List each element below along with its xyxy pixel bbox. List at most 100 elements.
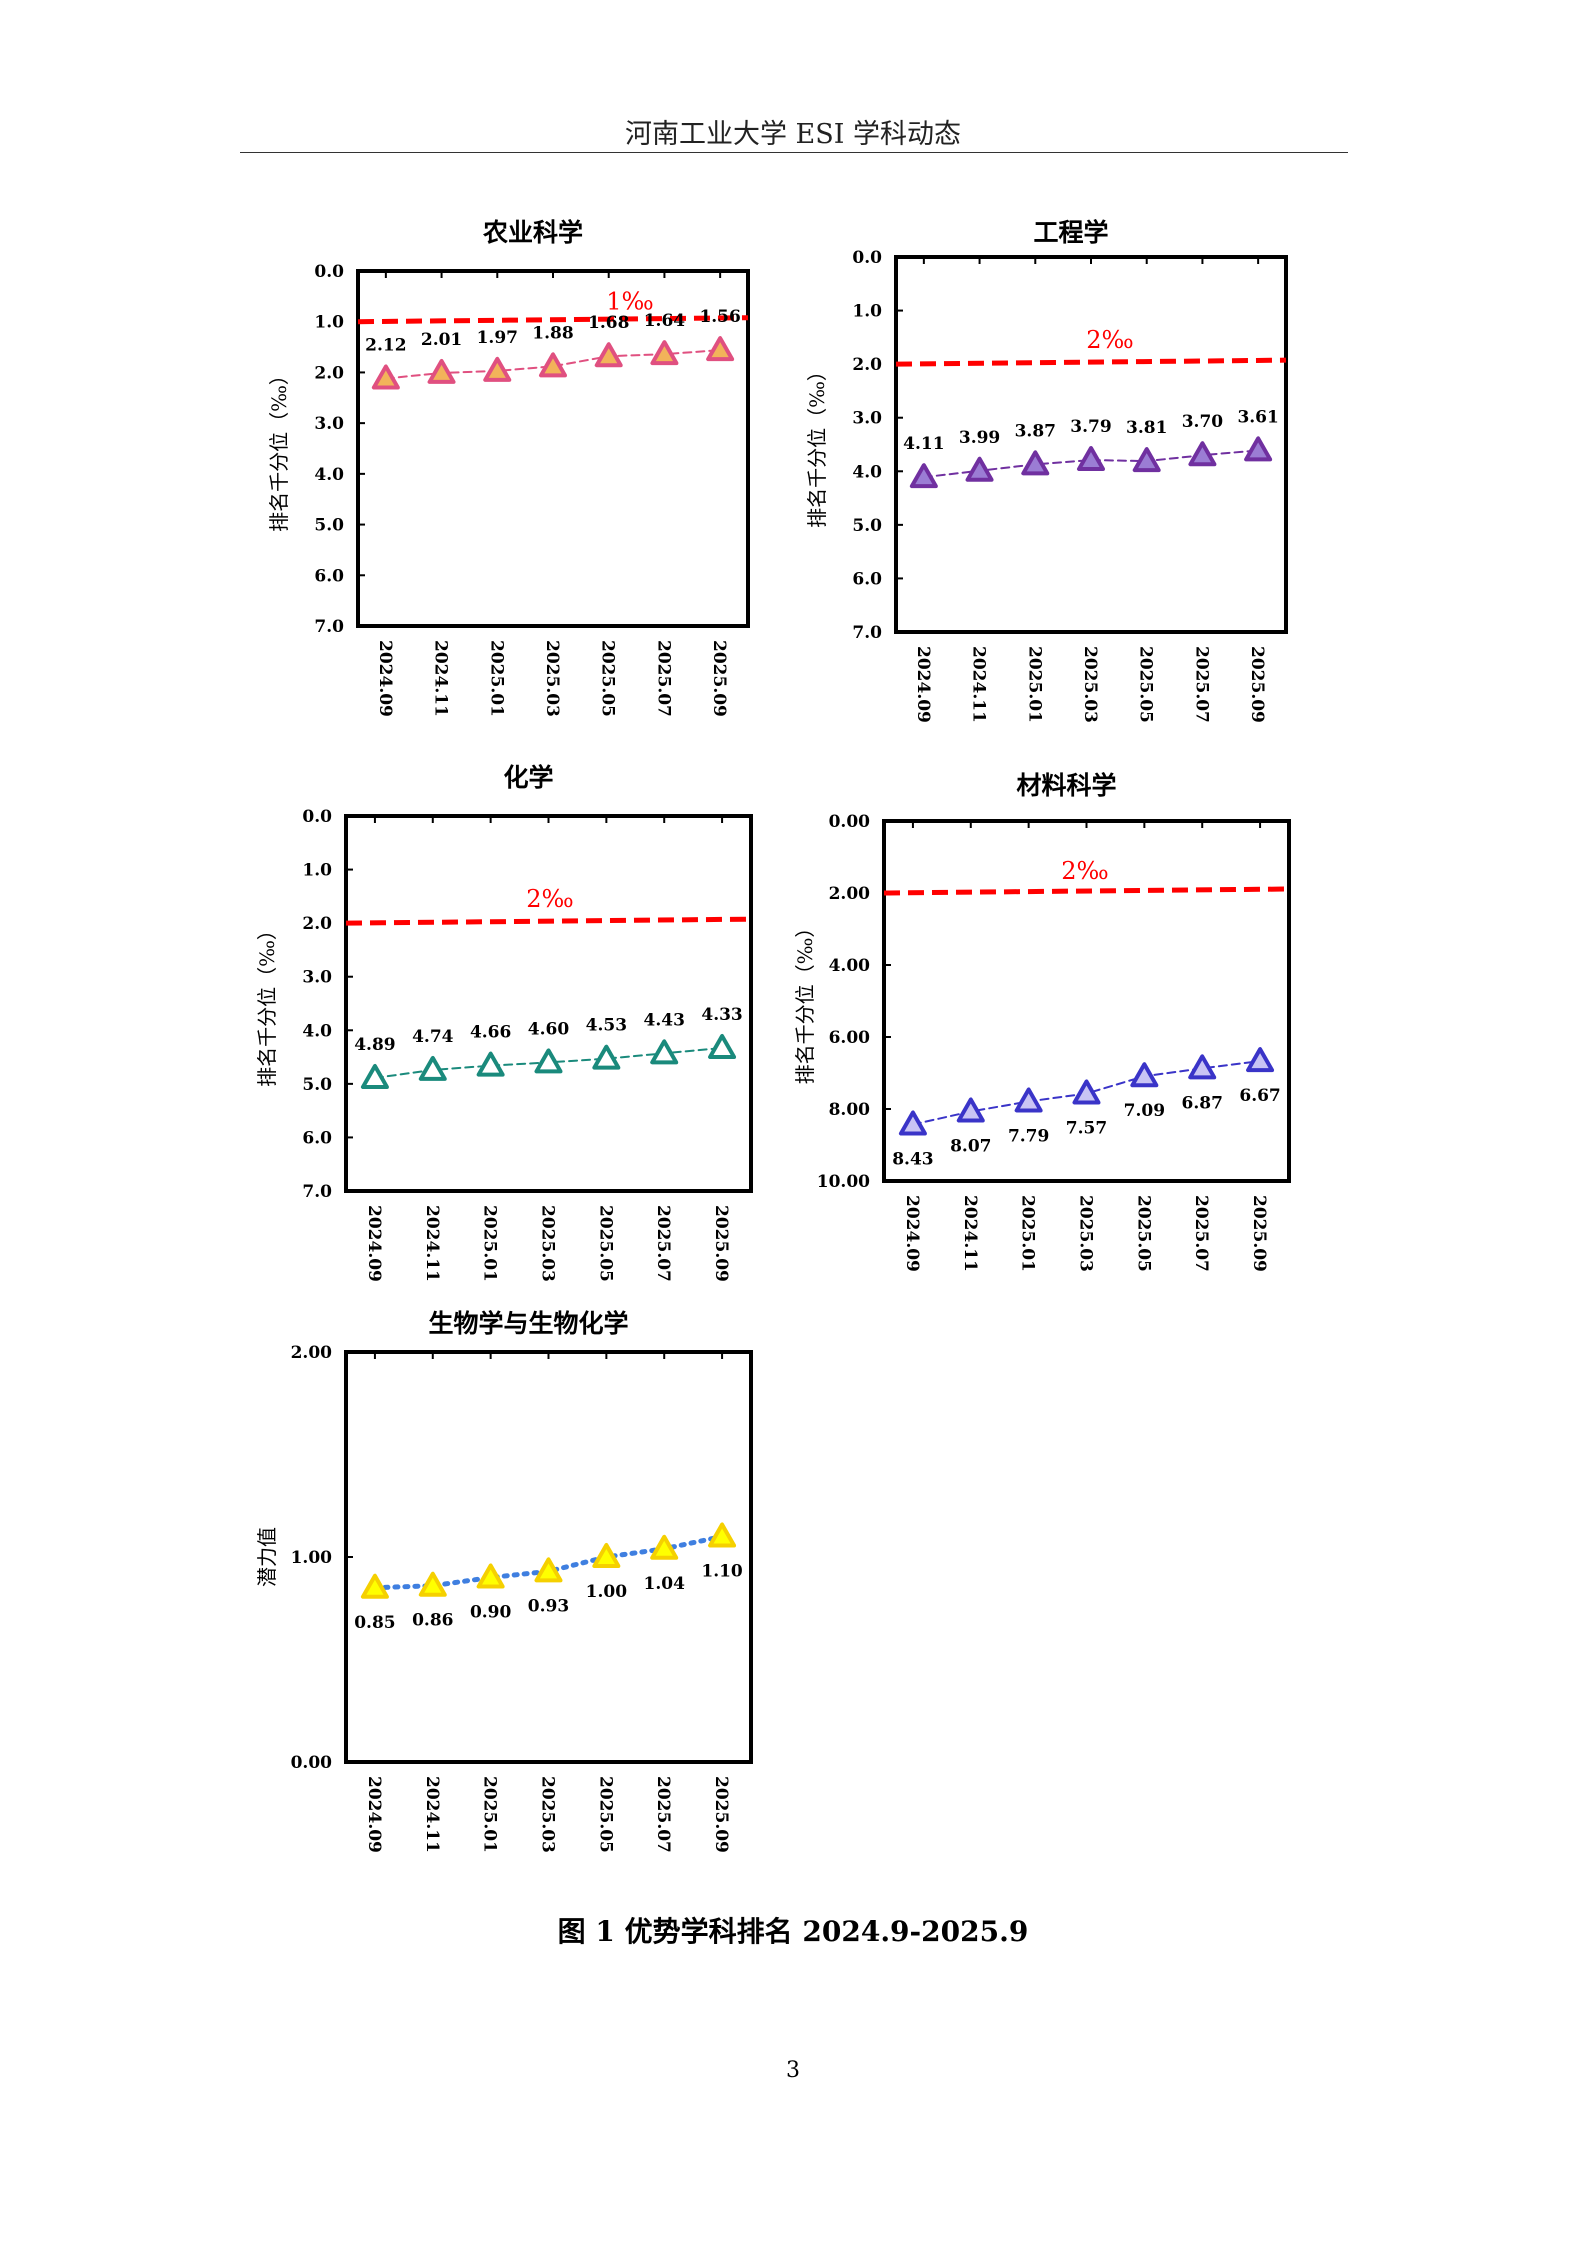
data-point-marker <box>909 463 938 489</box>
threshold-line <box>357 315 749 325</box>
x-tick-label: 2025.09 <box>1249 1195 1269 1272</box>
x-tick-label: 2024.09 <box>913 646 933 723</box>
y-tick-label: 6.0 <box>314 566 344 586</box>
data-point-marker <box>1246 1047 1275 1073</box>
data-point-marker <box>534 1557 563 1583</box>
figure-caption: 图 1 优势学科排名 2024.9-2025.9 <box>557 1915 1029 1948</box>
y-tick-label: 2.0 <box>852 355 882 375</box>
x-tick-label: 2025.05 <box>1133 1195 1153 1272</box>
x-tick-label: 2025.03 <box>538 1205 558 1282</box>
data-point-marker <box>1188 441 1217 467</box>
data-point-marker <box>956 1097 985 1123</box>
x-tick-label: 2025.01 <box>486 640 506 717</box>
data-point-marker <box>1130 1062 1159 1088</box>
data-point-marker <box>360 1063 389 1089</box>
x-tick-label: 2025.07 <box>653 1776 673 1853</box>
y-tick-label: 5.0 <box>302 1075 332 1095</box>
y-axis-label: 排名千分位（‰） <box>805 361 829 528</box>
data-point-marker <box>483 356 512 382</box>
y-tick-label: 2.00 <box>829 884 871 904</box>
data-point-marker <box>1014 1087 1043 1113</box>
y-tick-label: 0.0 <box>314 262 344 282</box>
data-point-marker <box>594 342 623 368</box>
y-tick-label: 1.0 <box>852 302 882 322</box>
data-label: 1.97 <box>477 328 518 348</box>
data-label: 4.60 <box>528 1019 570 1039</box>
data-point-marker <box>427 358 456 384</box>
chart-chemistry: 化学 0.0 1.0 2.0 3.0 4.0 5.0 6.0 7.0 2024.09 2024.11… <box>255 763 753 1282</box>
y-tick-label: 3.0 <box>852 409 882 429</box>
y-tick-label: 0.00 <box>829 812 871 832</box>
data-point-marker <box>1072 1079 1101 1105</box>
x-tick-label: 2025.01 <box>1018 1195 1038 1272</box>
data-point-marker <box>965 456 994 482</box>
data-point-marker <box>650 340 679 366</box>
data-label: 4.11 <box>903 434 944 454</box>
x-tick-label: 2025.05 <box>598 640 618 717</box>
data-point-marker <box>1188 1054 1217 1080</box>
data-label: 3.61 <box>1237 407 1278 427</box>
data-label: 4.74 <box>412 1027 454 1047</box>
chart-title: 农业科学 <box>482 218 583 247</box>
y-tick-label: 2.00 <box>291 1343 333 1363</box>
data-label: 4.66 <box>470 1023 511 1043</box>
threshold-line <box>883 886 1290 896</box>
x-tick-label: 2025.07 <box>1191 646 1211 723</box>
data-point-marker <box>1244 436 1273 462</box>
data-point-marker <box>476 1563 505 1589</box>
y-tick-label: 4.0 <box>314 465 344 485</box>
data-label: 4.33 <box>701 1005 742 1025</box>
plot-frame <box>894 255 1288 634</box>
threshold-line <box>345 916 752 926</box>
threshold-label: 1‰ <box>606 288 653 316</box>
x-tick-label: 2025.01 <box>480 1776 500 1853</box>
data-label: 1.88 <box>532 323 573 343</box>
x-tick-label: 2024.11 <box>422 1205 442 1282</box>
y-tick-label: 3.0 <box>302 968 332 988</box>
data-point-marker <box>1077 446 1105 472</box>
data-label: 3.81 <box>1126 418 1167 438</box>
data-label: 3.87 <box>1015 421 1056 441</box>
plot-frame <box>344 814 753 1193</box>
y-axis-label: 潜力值 <box>255 1527 279 1587</box>
x-tick-label: 2025.09 <box>1247 646 1267 723</box>
data-point-marker <box>371 364 400 390</box>
data-label: 3.99 <box>959 428 1000 448</box>
x-tick-label: 2025.05 <box>595 1205 615 1282</box>
data-point-marker <box>360 1573 389 1599</box>
x-tick-label: 2025.03 <box>538 1776 558 1853</box>
x-tick-label: 2024.09 <box>902 1195 922 1272</box>
y-tick-label: 4.0 <box>302 1021 332 1041</box>
header-divider <box>240 152 1348 153</box>
data-point-marker <box>1132 447 1161 473</box>
threshold-label: 2‰ <box>526 885 573 913</box>
y-axis-label: 排名千分位（‰） <box>267 365 291 532</box>
chart-title: 化学 <box>503 763 553 792</box>
data-label: 7.09 <box>1124 1101 1165 1121</box>
data-label: 8.07 <box>950 1137 991 1157</box>
x-tick-label: 2025.07 <box>653 1205 673 1282</box>
chart-agriculture: 农业科学 0.0 1.0 2.0 3.0 4.0 5.0 6.0 7.0 2024.09 2024.… <box>267 218 750 717</box>
chart-title: 材料科学 <box>1016 771 1116 800</box>
data-point-marker <box>1021 450 1050 476</box>
data-label: 2.12 <box>365 336 406 356</box>
data-label: 4.53 <box>586 1016 627 1036</box>
y-tick-label: 1.0 <box>302 861 332 881</box>
data-label: 7.79 <box>1008 1126 1049 1146</box>
data-point-marker <box>708 1522 737 1548</box>
threshold-label: 2‰ <box>1086 326 1133 354</box>
x-tick-label: 2025.01 <box>1024 646 1044 723</box>
y-axis-label: 排名千分位（‰） <box>793 918 817 1085</box>
chart-biology-biochemistry: 生物学与生物化学 0.00 1.00 2.00 2024.09 2024.11 2025.0… <box>255 1309 753 1853</box>
data-point-marker <box>592 1044 621 1070</box>
chart-materials: 材料科学 0.00 2.00 4.00 6.00 8.00 10.00 2024.09 2024… <box>793 771 1291 1272</box>
data-label: 1.68 <box>588 313 629 333</box>
data-label: 1.00 <box>586 1582 628 1602</box>
y-tick-label: 6.00 <box>829 1028 871 1048</box>
x-tick-label: 2025.05 <box>1136 646 1156 723</box>
x-tick-label: 2025.03 <box>1076 1195 1096 1272</box>
data-label: 3.79 <box>1070 417 1111 437</box>
y-tick-label: 7.0 <box>314 617 344 637</box>
threshold-line <box>895 357 1287 367</box>
data-label: 7.57 <box>1066 1119 1107 1139</box>
